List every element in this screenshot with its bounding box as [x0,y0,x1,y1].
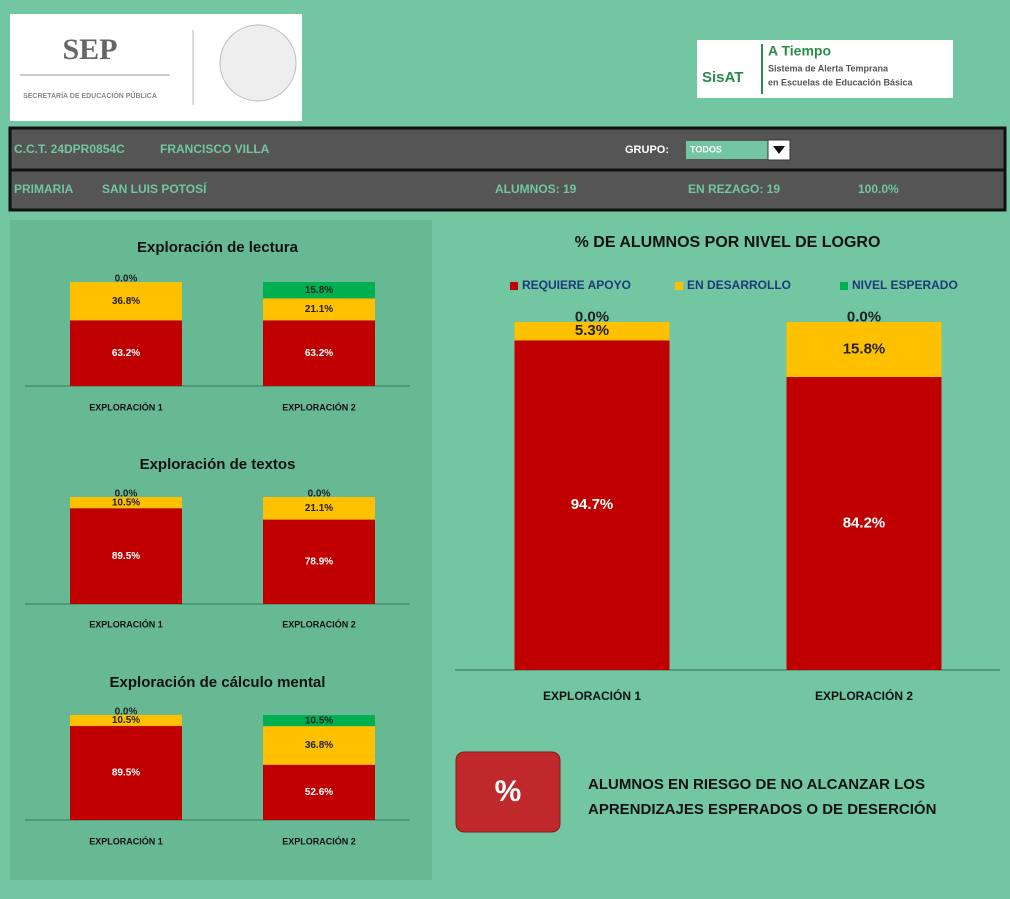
bar-segment [263,519,375,604]
value-label: 21.1% [305,304,333,315]
value-label: 15.8% [843,340,886,357]
bar-segment [514,322,670,341]
category-label: EXPLORACIÓN 2 [815,688,913,703]
value-label: 0.0% [115,274,138,285]
category-label: EXPLORACIÓN 2 [282,618,356,629]
sisat-logo: SisAT [702,69,743,86]
value-label: 36.8% [112,296,140,307]
info-bar [8,126,1007,172]
risk-text: APRENDIZAJES ESPERADOS O DE DESERCIÓN [588,800,936,818]
chart-title: Exploración de textos [140,456,296,473]
legend-swatch [840,282,848,290]
lagging: EN REZAGO: 19 [688,182,780,196]
seal [219,24,297,102]
value-label: 10.5% [112,497,140,508]
bar-segment [263,497,375,520]
value-label: 78.9% [305,556,333,567]
legend-label: REQUIERE APOYO [522,278,631,292]
value-label: 63.2% [305,348,333,359]
value-label: 0.0% [115,489,138,500]
value-label: 63.2% [112,348,140,359]
bar-segment [514,340,670,670]
category-label: EXPLORACIÓN 2 [282,835,356,846]
value-label: 94.7% [571,496,614,513]
value-label: 0.0% [575,308,609,325]
sisat-logo-box [697,40,953,98]
bar-segment [263,282,375,299]
legend-swatch [675,282,683,290]
bar-segment [263,715,375,727]
atiempo-subtitle: Sistema de Alerta Temprana [768,63,889,73]
value-label: 84.2% [843,514,886,531]
cct: C.C.T. 24DPR0854C [14,142,125,156]
legend-label: EN DESARROLLO [687,278,791,292]
school-name: FRANCISCO VILLA [160,142,270,156]
legend-label: NIVEL ESPERADO [852,278,958,292]
value-label: 52.6% [305,787,333,798]
risk-text: ALUMNOS EN RIESGO DE NO ALCANZAR LOS [588,776,925,793]
category-label: EXPLORACIÓN 1 [543,688,641,703]
sep-logo: SEP [62,33,117,66]
value-label: 5.3% [575,322,609,339]
category-label: EXPLORACIÓN 2 [282,401,356,412]
bar-segment [70,508,182,604]
atiempo-subtitle: en Escuelas de Educación Básica [768,77,914,87]
value-label: 36.8% [305,740,333,751]
bar-segment [263,320,375,386]
legend-swatch [510,282,518,290]
value-label: 0.0% [308,489,331,500]
value-label: 89.5% [112,551,140,562]
bar-segment [786,376,942,670]
category-label: EXPLORACIÓN 1 [89,618,163,629]
chart-title: Exploración de lectura [137,239,299,256]
state: SAN LUIS POTOSÍ [102,181,207,196]
chart-title: % DE ALUMNOS POR NIVEL DE LOGRO [575,234,881,251]
risk-button[interactable] [455,751,561,833]
group-label: GRUPO: [625,144,669,156]
bar-segment [70,497,182,509]
atiempo-title: A Tiempo [768,43,831,59]
value-label: 10.5% [112,715,140,726]
value-label: 15.8% [305,285,333,296]
bar-segment [263,298,375,321]
group-select[interactable] [686,141,768,159]
value-label: 21.1% [305,503,333,514]
level: PRIMARIA [14,182,74,196]
bar-segment [786,322,942,377]
value-label: 89.5% [112,768,140,779]
bar-segment [70,726,182,820]
value-label: 0.0% [847,308,881,325]
chart-title: Exploración de cálculo mental [110,674,326,691]
bar-segment [70,320,182,386]
sep-subtitle: SECRETARÍA DE EDUCACIÓN PÚBLICA [23,91,157,100]
value-label: 0.0% [115,707,138,718]
risk-icon: % [495,775,522,808]
group-value: TODOS [690,144,722,154]
dropdown-arrow [773,146,785,154]
bar-segment [263,726,375,765]
category-label: EXPLORACIÓN 1 [89,401,163,412]
category-label: EXPLORACIÓN 1 [89,835,163,846]
bar-segment [70,715,182,727]
lagging-percent: 100.0% [858,182,899,196]
value-label: 10.5% [305,715,333,726]
bar-segment [70,282,182,321]
bar-segment [263,764,375,820]
info-bar [8,168,1007,212]
students: ALUMNOS: 19 [495,182,577,196]
